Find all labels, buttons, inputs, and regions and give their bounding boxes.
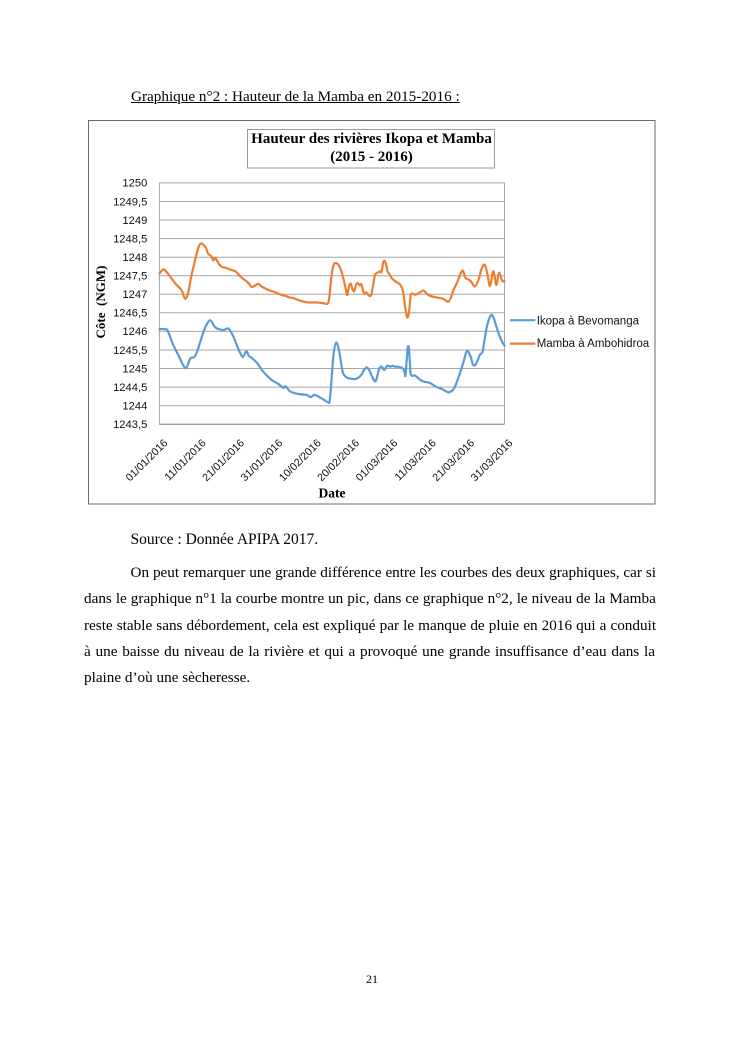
svg-text:Date: Date <box>319 486 346 501</box>
svg-text:1248,5: 1248,5 <box>113 233 147 245</box>
svg-text:1247: 1247 <box>122 289 147 301</box>
svg-text:(2015 - 2016): (2015 - 2016) <box>330 149 413 165</box>
svg-text:1246,5: 1246,5 <box>113 308 147 320</box>
svg-text:1247,5: 1247,5 <box>113 271 147 283</box>
svg-text:1249: 1249 <box>122 215 147 227</box>
svg-text:1244: 1244 <box>122 401 147 413</box>
svg-text:1249,5: 1249,5 <box>113 196 147 208</box>
svg-text:1246: 1246 <box>122 326 147 338</box>
svg-text:1245,5: 1245,5 <box>113 345 147 357</box>
svg-text:Hauteur des rivières Ikopa et: Hauteur des rivières Ikopa et Mamba <box>251 131 492 147</box>
svg-text:Ikopa à Bevomanga: Ikopa à Bevomanga <box>537 316 640 328</box>
svg-text:Côte (NGM): Côte (NGM) <box>93 266 108 339</box>
svg-text:Mamba à Ambohidroa: Mamba à Ambohidroa <box>537 338 650 350</box>
svg-text:1245: 1245 <box>122 363 147 375</box>
svg-text:1248: 1248 <box>122 252 147 264</box>
svg-text:1244,5: 1244,5 <box>113 382 147 394</box>
svg-text:1250: 1250 <box>122 178 147 190</box>
svg-text:1243,5: 1243,5 <box>113 419 147 431</box>
